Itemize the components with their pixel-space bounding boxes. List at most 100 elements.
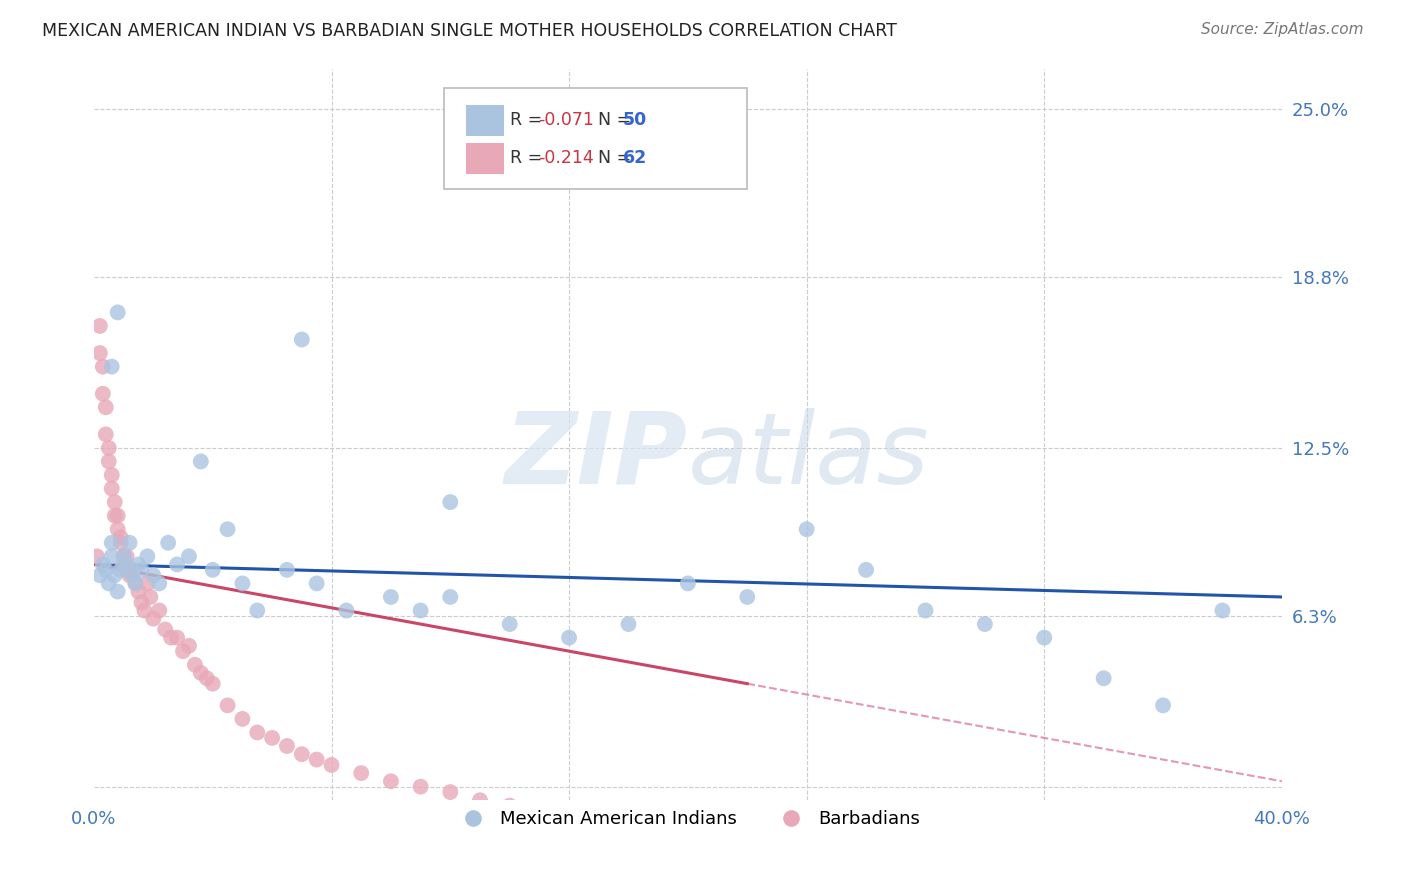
Point xyxy=(139,590,162,604)
Point xyxy=(231,576,253,591)
Point xyxy=(107,305,129,319)
Point xyxy=(104,568,127,582)
Point xyxy=(796,522,818,536)
Point xyxy=(127,558,149,572)
Point xyxy=(735,590,758,604)
Point xyxy=(305,576,328,591)
Point xyxy=(97,441,120,455)
Text: R =: R = xyxy=(510,149,547,167)
Text: 50: 50 xyxy=(623,111,647,128)
Point xyxy=(148,576,170,591)
Point xyxy=(706,839,728,854)
Point xyxy=(97,454,120,468)
Point xyxy=(1033,631,1056,645)
Point xyxy=(166,558,188,572)
Point xyxy=(112,549,135,564)
Point xyxy=(276,563,298,577)
Point xyxy=(89,346,111,360)
Point xyxy=(124,576,146,591)
Point xyxy=(201,676,224,690)
Text: -0.071: -0.071 xyxy=(538,111,595,128)
Point xyxy=(142,568,165,582)
Point xyxy=(131,595,153,609)
Text: 62: 62 xyxy=(623,149,647,167)
Point xyxy=(439,495,461,509)
Point xyxy=(142,612,165,626)
Point xyxy=(529,806,551,821)
Point xyxy=(160,631,183,645)
Point xyxy=(91,386,114,401)
Point xyxy=(115,563,138,577)
Point xyxy=(177,549,200,564)
Point xyxy=(157,535,180,549)
Point xyxy=(136,549,159,564)
Point xyxy=(380,774,402,789)
Point xyxy=(1211,603,1233,617)
Point xyxy=(121,563,143,577)
Point xyxy=(153,623,176,637)
Point xyxy=(148,603,170,617)
Point xyxy=(184,657,207,672)
Point xyxy=(177,639,200,653)
Point xyxy=(91,359,114,374)
Point xyxy=(136,576,159,591)
Point xyxy=(1152,698,1174,713)
Point xyxy=(676,834,699,848)
Point xyxy=(350,766,373,780)
Point xyxy=(468,793,491,807)
Point xyxy=(321,758,343,772)
Point xyxy=(134,603,156,617)
Point xyxy=(100,549,122,564)
Point xyxy=(262,731,284,745)
Text: ZIP: ZIP xyxy=(505,408,688,505)
Point xyxy=(110,535,132,549)
Point xyxy=(89,568,111,582)
Point xyxy=(91,558,114,572)
Point xyxy=(201,563,224,577)
Point xyxy=(118,568,141,582)
Point xyxy=(100,482,122,496)
Point xyxy=(166,631,188,645)
Point xyxy=(276,739,298,753)
Point xyxy=(914,603,936,617)
Point xyxy=(94,563,117,577)
Point xyxy=(195,671,218,685)
Point xyxy=(124,576,146,591)
Text: N =: N = xyxy=(586,149,637,167)
Point xyxy=(588,817,610,831)
Legend: Mexican American Indians, Barbadians: Mexican American Indians, Barbadians xyxy=(449,803,928,835)
Point xyxy=(246,603,269,617)
Point xyxy=(499,617,522,632)
Point xyxy=(676,576,699,591)
Text: R =: R = xyxy=(510,111,547,128)
Point xyxy=(246,725,269,739)
Point xyxy=(100,535,122,549)
Point xyxy=(115,549,138,564)
Point xyxy=(86,549,108,564)
Point xyxy=(1092,671,1115,685)
Point xyxy=(131,563,153,577)
Point xyxy=(558,812,581,826)
Point xyxy=(409,780,432,794)
Point xyxy=(110,530,132,544)
Point xyxy=(291,747,314,761)
Point xyxy=(97,576,120,591)
Point xyxy=(107,508,129,523)
Point xyxy=(973,617,995,632)
Point xyxy=(380,590,402,604)
Point xyxy=(190,665,212,680)
Point xyxy=(231,712,253,726)
Point xyxy=(104,508,127,523)
Point xyxy=(335,603,357,617)
Point xyxy=(439,785,461,799)
Point xyxy=(100,468,122,483)
Point xyxy=(499,798,522,813)
Point xyxy=(94,401,117,415)
Point xyxy=(89,318,111,333)
FancyBboxPatch shape xyxy=(444,88,747,189)
FancyBboxPatch shape xyxy=(465,105,503,136)
Point xyxy=(855,563,877,577)
Point xyxy=(172,644,194,658)
Point xyxy=(110,563,132,577)
Point xyxy=(617,617,640,632)
